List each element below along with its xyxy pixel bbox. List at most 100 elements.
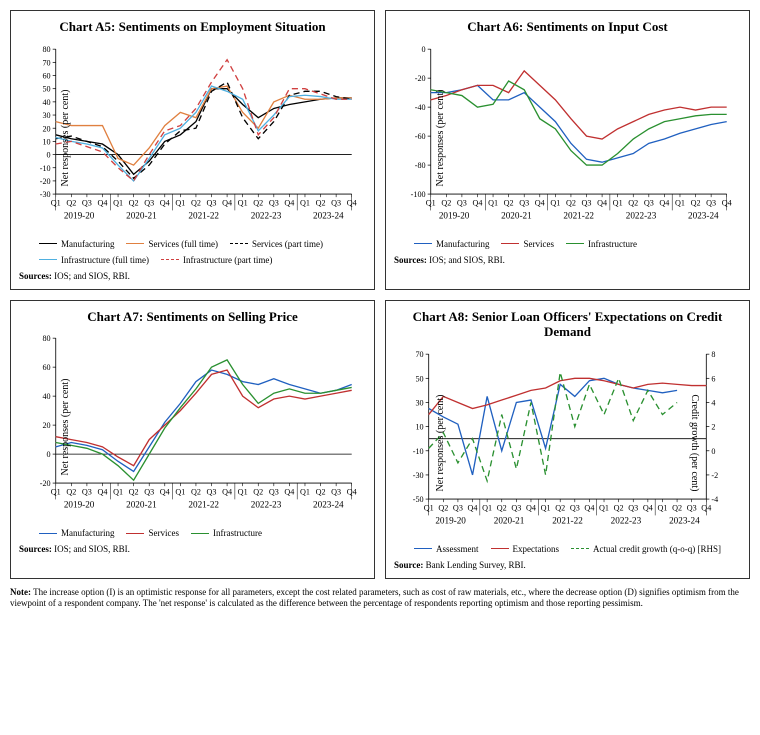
chart-a6-svg: -100-80-60-40-200Q1Q2Q3Q4Q1Q2Q3Q4Q1Q2Q3Q… xyxy=(394,41,741,235)
legend-label: Infrastructure (full time) xyxy=(61,255,149,265)
svg-text:Q1: Q1 xyxy=(113,198,123,207)
svg-text:Q2: Q2 xyxy=(66,487,76,496)
svg-text:-2: -2 xyxy=(711,471,718,480)
svg-text:Q1: Q1 xyxy=(300,487,310,496)
svg-text:Q2: Q2 xyxy=(253,198,263,207)
svg-text:-40: -40 xyxy=(415,103,426,112)
svg-text:Q1: Q1 xyxy=(175,198,185,207)
legend-item: Services (part time) xyxy=(230,239,323,249)
chart-a5: Chart A5: Sentiments on Employment Situa… xyxy=(10,10,375,290)
svg-text:Q3: Q3 xyxy=(628,503,638,512)
legend-swatch xyxy=(414,243,432,244)
svg-text:Q3: Q3 xyxy=(207,487,217,496)
svg-text:40: 40 xyxy=(42,392,50,401)
legend-label: Expectations xyxy=(513,544,560,554)
chart-a8-area: Net responses (per cent) Credit growth (… xyxy=(394,346,741,540)
chart-a5-legend: ManufacturingServices (full time)Service… xyxy=(19,239,366,265)
svg-text:Q1: Q1 xyxy=(238,487,248,496)
legend-item: Assessment xyxy=(414,544,479,554)
svg-text:2022-23: 2022-23 xyxy=(251,210,282,220)
legend-swatch xyxy=(126,533,144,534)
svg-text:2019-20: 2019-20 xyxy=(439,210,470,220)
legend-label: Services xyxy=(148,528,179,538)
svg-text:2: 2 xyxy=(711,422,715,431)
svg-text:20: 20 xyxy=(42,124,50,133)
svg-text:70: 70 xyxy=(42,58,50,67)
svg-text:60: 60 xyxy=(42,363,50,372)
svg-text:30: 30 xyxy=(42,111,50,120)
chart-a6: Chart A6: Sentiments on Input Cost Net r… xyxy=(385,10,750,290)
chart-a7-legend: Manufacturing Services Infrastructure xyxy=(19,528,366,538)
svg-text:Q1: Q1 xyxy=(113,487,123,496)
chart-a7-area: Net responses (per cent) -20020406080Q1Q… xyxy=(19,330,366,524)
svg-text:Q1: Q1 xyxy=(300,198,310,207)
svg-text:2023-24: 2023-24 xyxy=(313,210,344,220)
svg-text:2022-23: 2022-23 xyxy=(251,500,282,510)
svg-text:Q4: Q4 xyxy=(97,198,107,207)
legend-swatch xyxy=(414,548,432,549)
svg-text:80: 80 xyxy=(42,45,50,54)
svg-text:Q1: Q1 xyxy=(488,198,498,207)
chart-a8-ylabel-right: Credit growth (per cent) xyxy=(689,394,700,491)
svg-text:Q3: Q3 xyxy=(331,487,341,496)
svg-text:Q3: Q3 xyxy=(644,198,654,207)
svg-text:Q3: Q3 xyxy=(570,503,580,512)
svg-text:-10: -10 xyxy=(413,447,424,456)
chart-a8-sources: Source: Bank Lending Survey, RBI. xyxy=(394,560,741,570)
legend-label: Manufacturing xyxy=(436,239,489,249)
svg-text:2022-23: 2022-23 xyxy=(611,515,642,525)
svg-text:Q3: Q3 xyxy=(453,503,463,512)
svg-text:Q3: Q3 xyxy=(511,503,521,512)
svg-text:Q3: Q3 xyxy=(687,503,697,512)
legend-swatch xyxy=(491,548,509,549)
svg-text:10: 10 xyxy=(415,422,423,431)
legend-swatch xyxy=(161,259,179,260)
svg-text:Q2: Q2 xyxy=(191,487,201,496)
chart-a6-ylabel: Net responses (per cent) xyxy=(435,89,446,186)
svg-text:Q2: Q2 xyxy=(253,487,263,496)
legend-label: Infrastructure xyxy=(213,528,262,538)
svg-text:10: 10 xyxy=(42,137,50,146)
svg-text:4: 4 xyxy=(711,398,715,407)
svg-text:Q4: Q4 xyxy=(659,198,669,207)
legend-swatch xyxy=(126,243,144,244)
chart-a8-legend: Assessment Expectations Actual credit grow… xyxy=(394,544,741,554)
svg-text:2020-21: 2020-21 xyxy=(501,210,532,220)
svg-text:Q2: Q2 xyxy=(129,487,139,496)
legend-swatch xyxy=(39,259,57,260)
chart-a5-title: Chart A5: Sentiments on Employment Situa… xyxy=(19,19,366,35)
svg-text:2020-21: 2020-21 xyxy=(126,500,157,510)
svg-text:2021-22: 2021-22 xyxy=(188,500,219,510)
svg-text:-30: -30 xyxy=(413,471,424,480)
legend-label: Services (part time) xyxy=(252,239,323,249)
svg-text:Q4: Q4 xyxy=(160,198,170,207)
svg-text:Q2: Q2 xyxy=(504,198,514,207)
svg-text:2019-20: 2019-20 xyxy=(64,500,95,510)
svg-text:Q2: Q2 xyxy=(438,503,448,512)
svg-text:2023-24: 2023-24 xyxy=(688,210,719,220)
svg-text:Q3: Q3 xyxy=(144,487,154,496)
svg-text:Q4: Q4 xyxy=(160,487,170,496)
svg-text:-20: -20 xyxy=(415,74,426,83)
svg-text:Q3: Q3 xyxy=(457,198,467,207)
svg-text:Q2: Q2 xyxy=(497,503,507,512)
chart-a7: Chart A7: Sentiments on Selling Price Ne… xyxy=(10,300,375,579)
legend-swatch xyxy=(230,243,248,244)
svg-text:-100: -100 xyxy=(411,190,426,199)
legend-label: Actual credit growth (q-o-q) [RHS] xyxy=(593,544,721,554)
svg-text:50: 50 xyxy=(415,374,423,383)
chart-a6-area: Net responses (per cent) -100-80-60-40-2… xyxy=(394,41,741,235)
svg-text:Q4: Q4 xyxy=(222,198,232,207)
legend-item: Manufacturing xyxy=(39,239,114,249)
svg-text:Q3: Q3 xyxy=(519,198,529,207)
svg-text:Q3: Q3 xyxy=(82,198,92,207)
legend-item: Services xyxy=(126,528,179,538)
footnote: Note: The increase option (I) is an opti… xyxy=(10,587,750,610)
legend-label: Manufacturing xyxy=(61,528,114,538)
legend-item: Infrastructure (part time) xyxy=(161,255,272,265)
legend-item: Infrastructure xyxy=(191,528,262,538)
legend-swatch xyxy=(39,243,57,244)
legend-label: Manufacturing xyxy=(61,239,114,249)
svg-text:Q1: Q1 xyxy=(675,198,685,207)
legend-swatch xyxy=(501,243,519,244)
